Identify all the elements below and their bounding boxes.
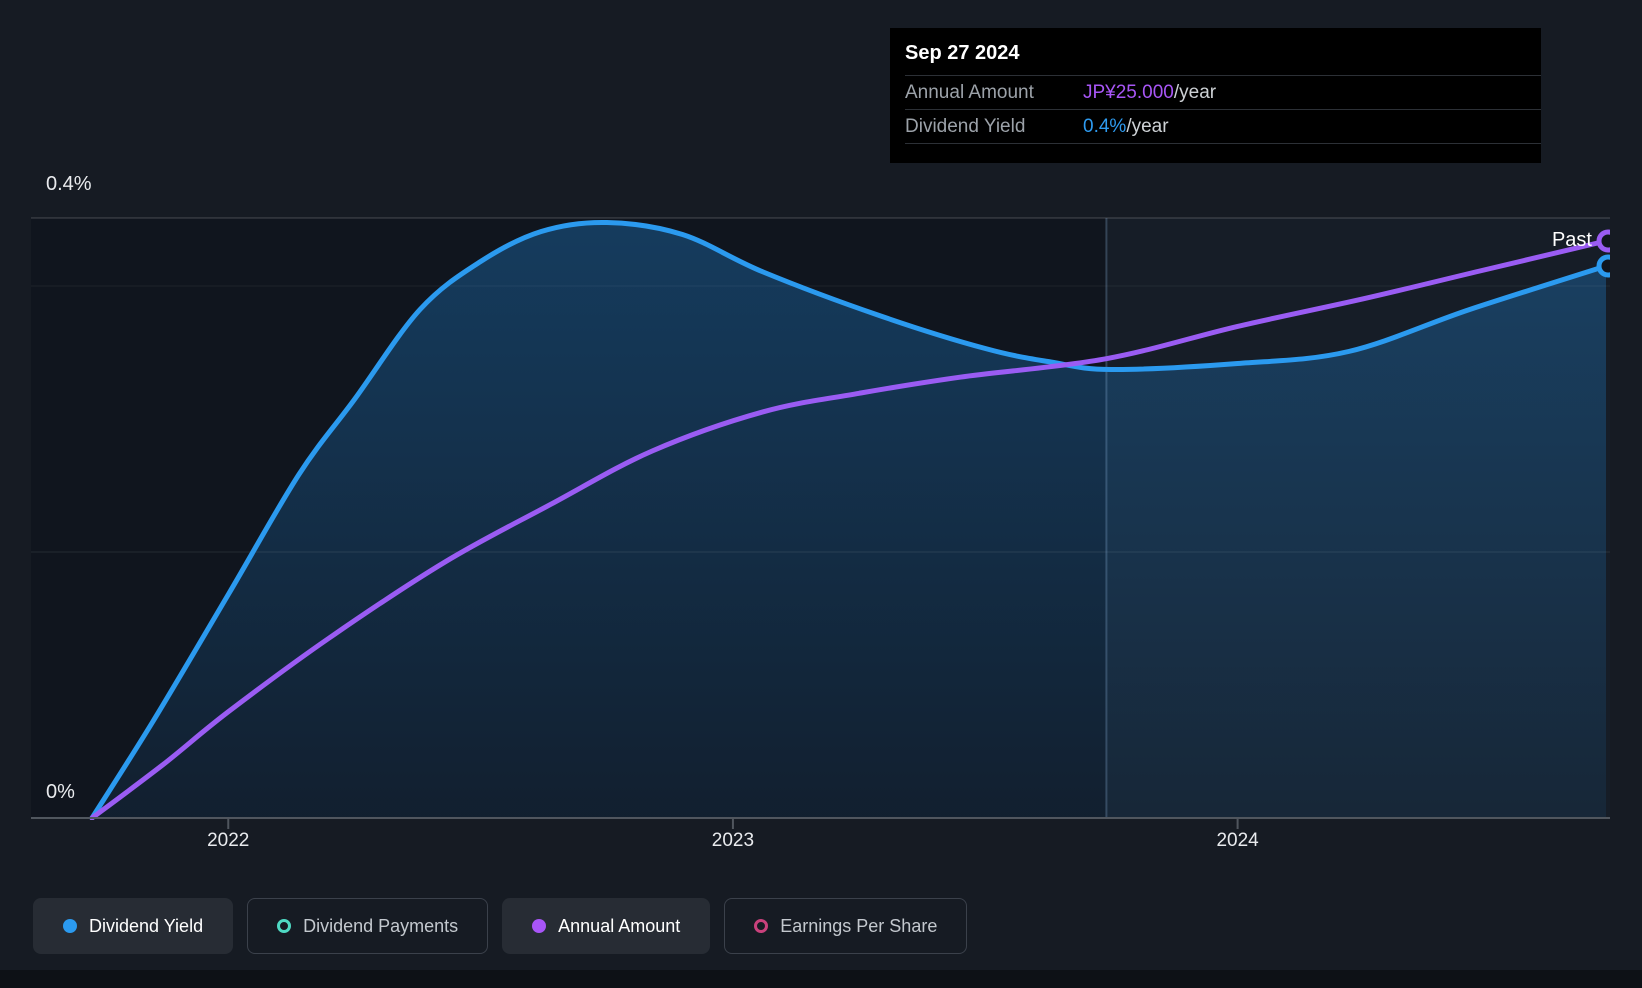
tooltip-row-annual-amount: Annual Amount JP¥25.000 /year bbox=[905, 76, 1541, 110]
annual-amount-dot-icon bbox=[532, 919, 547, 933]
legend-label: Annual Amount bbox=[558, 915, 681, 936]
x-axis bbox=[31, 817, 1610, 829]
dividend-payments-ring-icon bbox=[277, 919, 292, 933]
tooltip-label: Dividend Yield bbox=[905, 115, 1026, 137]
legend-toggle-dividend-yield[interactable]: Dividend Yield bbox=[33, 898, 234, 954]
tooltip-value: JP¥25.000 bbox=[1083, 81, 1174, 103]
annual-amount-line bbox=[89, 238, 1609, 820]
legend-label: Dividend Payments bbox=[303, 915, 459, 936]
gridlines bbox=[31, 217, 1610, 553]
legend-label: Earnings Per Share bbox=[780, 915, 938, 936]
y-axis-min-label: 0% bbox=[46, 781, 75, 803]
tooltip-value-suffix: /year bbox=[1173, 81, 1217, 103]
chart-legend: Dividend Yield Dividend Payments Annual … bbox=[33, 898, 968, 954]
bottom-strip bbox=[0, 970, 1642, 988]
x-tick-2024: 2024 bbox=[1216, 830, 1259, 851]
tooltip-label: Annual Amount bbox=[905, 81, 1034, 103]
legend-toggle-dividend-payments[interactable]: Dividend Payments bbox=[247, 898, 489, 954]
tooltip-date: Sep 27 2024 bbox=[905, 40, 1541, 76]
legend-toggle-earnings-per-share[interactable]: Earnings Per Share bbox=[724, 898, 968, 954]
dividend-yield-dot-icon bbox=[63, 919, 77, 933]
past-annotation-label: Past bbox=[1551, 229, 1592, 251]
dividend-yield-line bbox=[89, 219, 1609, 820]
legend-toggle-annual-amount[interactable]: Annual Amount bbox=[502, 898, 711, 954]
x-tick-2023: 2023 bbox=[711, 830, 755, 851]
tooltip-row-dividend-yield: Dividend Yield 0.4% /year bbox=[905, 110, 1541, 144]
dividend-yield-end-marker bbox=[1596, 254, 1610, 278]
tooltip-value: 0.4% bbox=[1083, 115, 1127, 137]
y-axis-max-label: 0.4% bbox=[46, 173, 92, 195]
dividend-yield-area bbox=[92, 222, 1606, 819]
annual-amount-end-marker bbox=[1596, 229, 1610, 253]
legend-label: Dividend Yield bbox=[89, 915, 204, 936]
tooltip-value-suffix: /year bbox=[1126, 115, 1169, 137]
earnings-per-share-ring-icon bbox=[754, 919, 769, 933]
chart-tooltip: Sep 27 2024 Annual Amount JP¥25.000 /yea… bbox=[890, 28, 1541, 163]
x-tick-2022: 2022 bbox=[207, 830, 250, 851]
